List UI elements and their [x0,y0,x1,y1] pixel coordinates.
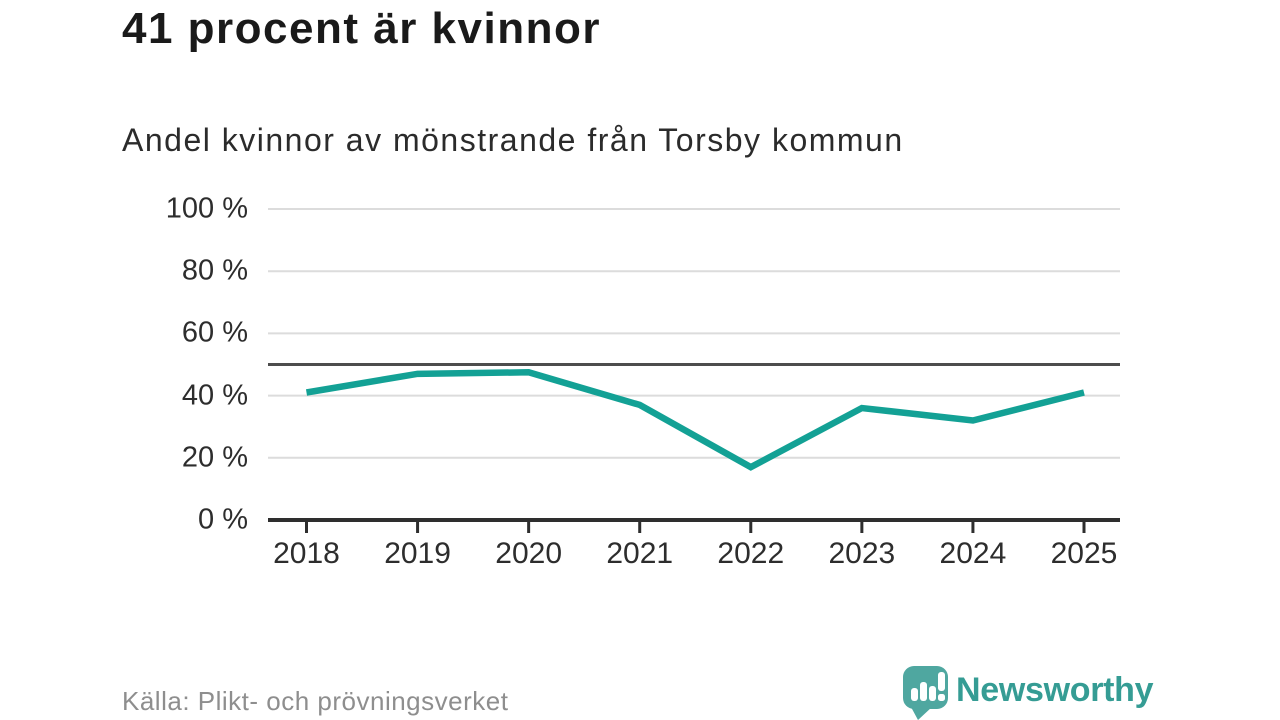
logo-bar-chart-icon [929,686,936,701]
newsworthy-wordmark: Newsworthy [956,671,1154,709]
logo-bar-chart-icon [920,682,927,701]
logo-bubble-tail-icon [911,707,932,720]
chart-subtitle: Andel kvinnor av mönstrande från Torsby … [122,122,904,158]
data-line-andel-kvinnor [305,369,1085,471]
logo-exclamation-icon [938,672,945,691]
logo-exclamation-icon [938,694,945,701]
chart-title: 41 procent är kvinnor [122,4,601,53]
newsworthy-logo-icon [903,666,948,720]
logo-bar-chart-icon [911,688,918,701]
source-note: Källa: Plikt- och prövningsverket [122,686,509,716]
